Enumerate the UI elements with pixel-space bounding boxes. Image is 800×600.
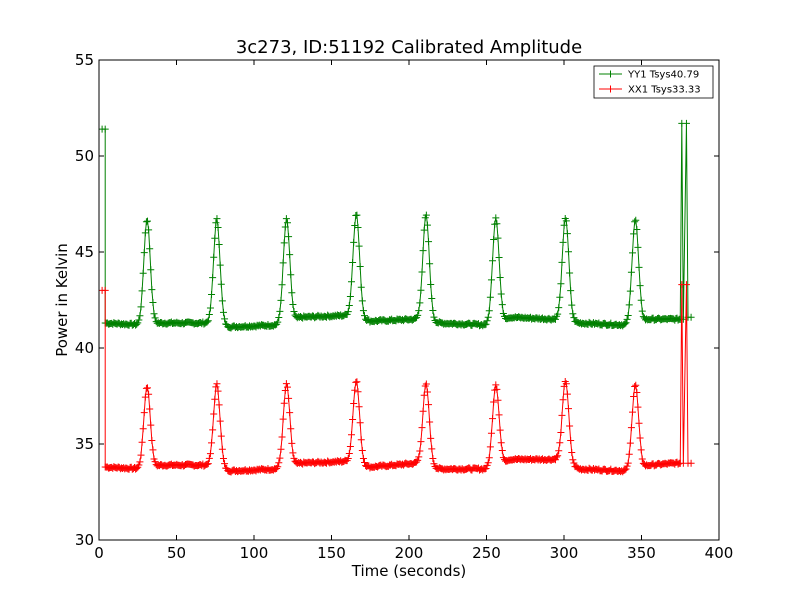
chart-title: 3c273, ID:51192 Calibrated Amplitude — [236, 37, 582, 58]
x-tick-label: 100 — [240, 544, 269, 562]
x-tick-label: 400 — [705, 544, 734, 562]
series-markers — [98, 281, 695, 476]
y-tick-label: 45 — [75, 243, 94, 261]
legend: YY1 Tsys40.79 XX1 Tsys33.33 — [593, 65, 714, 99]
x-tick-label: 200 — [395, 544, 424, 562]
legend-marker-yy1 — [607, 70, 614, 78]
y-axis-label: Power in Kelvin — [53, 243, 71, 357]
x-tick-label: 250 — [472, 544, 501, 562]
plot-data — [98, 119, 695, 476]
y-tick-label: 40 — [75, 339, 94, 357]
y-tick-label: 55 — [75, 51, 94, 69]
legend-marker-xx1 — [607, 85, 614, 93]
legend-label-xx1: XX1 Tsys33.33 — [628, 85, 701, 96]
legend-box — [593, 65, 714, 99]
x-axis: 0 50 100 150 200 250 300 350 400 — [94, 60, 733, 562]
series-markers — [98, 119, 695, 332]
x-tick-label: 350 — [627, 544, 656, 562]
y-tick-label: 30 — [75, 531, 94, 549]
y-axis: 30 35 40 45 50 55 — [75, 51, 719, 549]
x-tick-label: 150 — [317, 544, 346, 562]
series-xx1 — [98, 281, 695, 476]
y-tick-label: 35 — [75, 435, 94, 453]
x-tick-label: 300 — [550, 544, 579, 562]
legend-label-yy1: YY1 Tsys40.79 — [627, 70, 699, 81]
x-axis-label: Time (seconds) — [351, 562, 467, 580]
y-tick-label: 50 — [75, 147, 94, 165]
x-tick-label: 0 — [94, 544, 104, 562]
x-tick-label: 50 — [167, 544, 186, 562]
series-yy1 — [98, 119, 695, 332]
